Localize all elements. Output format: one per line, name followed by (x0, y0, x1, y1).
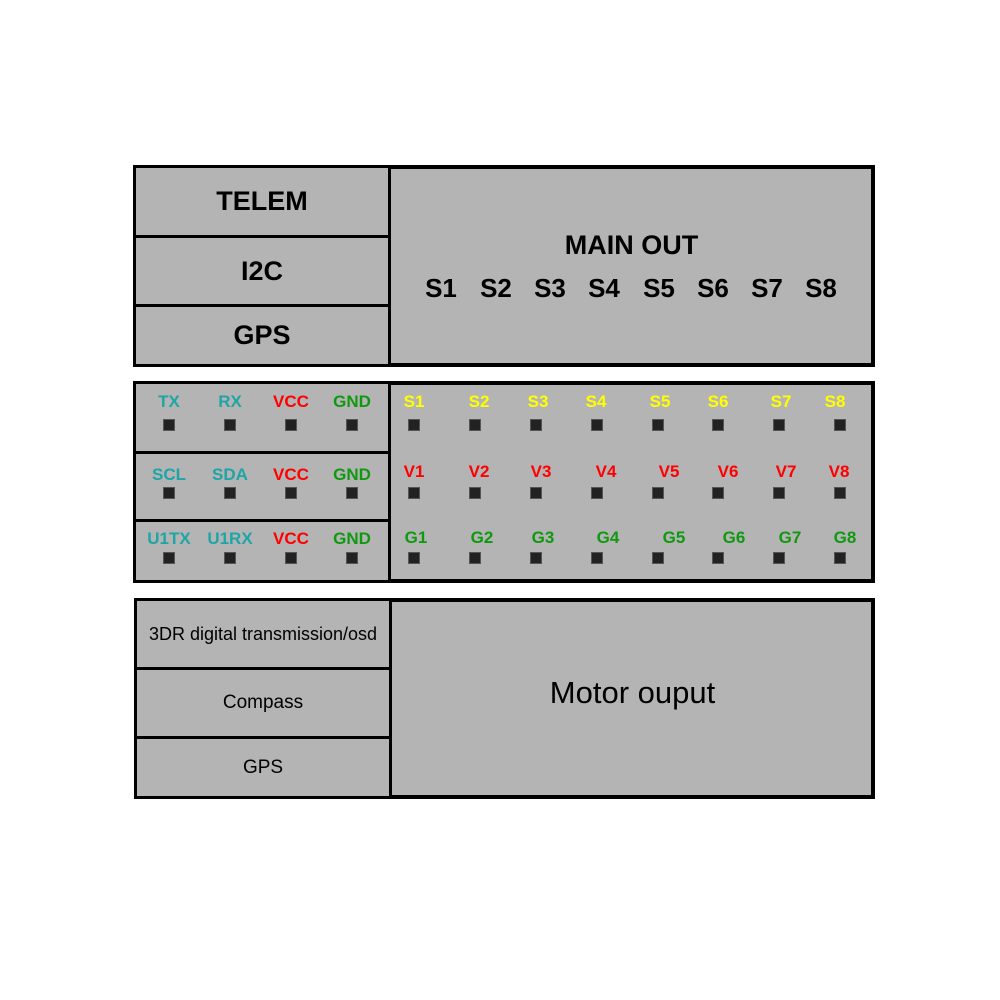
pin-pad (834, 487, 846, 499)
pin-label-s5: S5 (649, 392, 671, 411)
i2c-label: I2C (133, 235, 391, 307)
main-out-s4: S4 (588, 273, 620, 303)
pin-pad (163, 419, 175, 431)
pin-pad (773, 419, 785, 431)
pin-label-v6: V6 (717, 462, 739, 481)
pin-label-g5: G5 (662, 528, 686, 547)
pin-pad (163, 487, 175, 499)
main-out-s7: S7 (751, 273, 783, 303)
pin-pad (285, 487, 297, 499)
pin-pad (773, 552, 785, 564)
gps-pins-cell (133, 519, 391, 583)
pin-label-s1: S1 (403, 392, 425, 411)
pin-pad (712, 552, 724, 564)
pin-pad (346, 419, 358, 431)
pin-pad (834, 419, 846, 431)
pin-label-s8: S8 (824, 392, 846, 411)
main-out-s6: S6 (697, 273, 729, 303)
pin-pad (224, 419, 236, 431)
pin-label-gnd: GND (333, 465, 371, 484)
main-out-s8: S8 (805, 273, 837, 303)
pin-label-vcc: VCC (273, 529, 309, 548)
pin-pad (591, 419, 603, 431)
pin-label-rx: RX (218, 392, 242, 411)
pin-label-scl: SCL (152, 465, 186, 484)
pin-pad (530, 487, 542, 499)
pin-label-g2: G2 (470, 528, 494, 547)
pin-label-vcc: VCC (273, 465, 309, 484)
motor-output-label: Motor ouput (549, 675, 716, 710)
pin-label-v8: V8 (828, 462, 850, 481)
pin-label-u1rx: U1RX (207, 529, 253, 548)
pin-pad (591, 552, 603, 564)
pin-label-g3: G3 (531, 528, 555, 547)
pin-label-s3: S3 (527, 392, 549, 411)
gps-label: GPS (133, 304, 391, 367)
pin-pad (285, 552, 297, 564)
pin-label-v3: V3 (530, 462, 552, 481)
pin-pad (712, 487, 724, 499)
main-out-s1: S1 (425, 273, 457, 303)
pin-pad (712, 419, 724, 431)
pin-pad (224, 487, 236, 499)
pin-pad (469, 419, 481, 431)
pin-pad (346, 487, 358, 499)
pin-label-g1: G1 (404, 528, 428, 547)
osd-label: 3DR digital transmission/osd (134, 598, 392, 670)
pin-label-s2: S2 (468, 392, 490, 411)
pin-pad (834, 552, 846, 564)
telem-label: TELEM (133, 165, 391, 238)
pin-pad (285, 419, 297, 431)
pin-pad (530, 419, 542, 431)
pin-pad (346, 552, 358, 564)
pin-label-u1tx: U1TX (147, 529, 191, 548)
pin-label-tx: TX (158, 392, 180, 411)
pin-label-g7: G7 (778, 528, 802, 547)
main-out-s5: S5 (643, 273, 675, 303)
pin-label-v4: V4 (595, 462, 617, 481)
pin-label-g6: G6 (722, 528, 746, 547)
compass-label: Compass (134, 667, 392, 739)
pin-label-v1: V1 (403, 462, 425, 481)
pin-label-g4: G4 (596, 528, 620, 547)
pin-label-s6: S6 (707, 392, 729, 411)
pin-label-sda: SDA (212, 465, 248, 484)
pin-label-v2: V2 (468, 462, 490, 481)
pin-pad (652, 487, 664, 499)
pin-pad (408, 487, 420, 499)
pin-label-s4: S4 (585, 392, 607, 411)
pin-label-gnd: GND (333, 392, 371, 411)
pin-label-v7: V7 (775, 462, 797, 481)
main-out-s2: S2 (480, 273, 512, 303)
pin-label-gnd: GND (333, 529, 371, 548)
pin-label-g8: G8 (833, 528, 857, 547)
main-out-title: MAIN OUT (564, 230, 699, 260)
pin-pad (163, 552, 175, 564)
pin-pad (591, 487, 603, 499)
pin-label-v5: V5 (658, 462, 680, 481)
pin-pad (469, 552, 481, 564)
pin-pad (224, 552, 236, 564)
gps-bottom-label: GPS (134, 736, 392, 799)
pin-pad (773, 487, 785, 499)
pin-pad (469, 487, 481, 499)
pin-pad (652, 552, 664, 564)
main-out-s3: S3 (534, 273, 566, 303)
pin-label-s7: S7 (770, 392, 792, 411)
pin-pad (652, 419, 664, 431)
pin-pad (530, 552, 542, 564)
pin-label-vcc: VCC (273, 392, 309, 411)
pin-pad (408, 419, 420, 431)
pin-pad (408, 552, 420, 564)
